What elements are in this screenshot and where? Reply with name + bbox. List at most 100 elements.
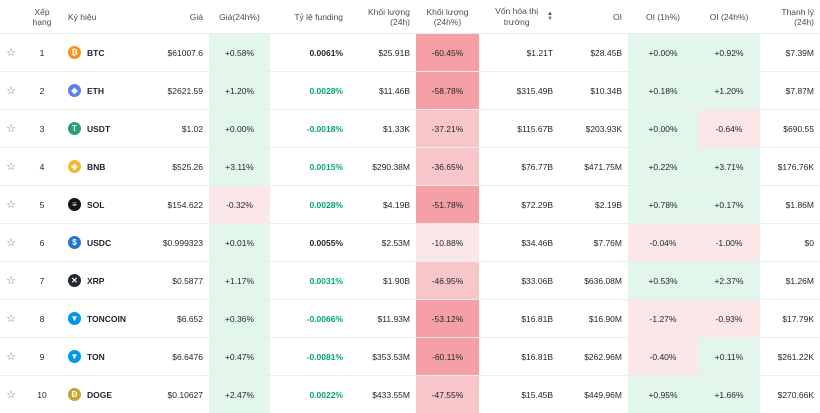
market-cap-cell: $1.21T	[479, 34, 559, 72]
rank-cell: 8	[22, 300, 62, 338]
oi-1h-cell: -1.27%	[628, 300, 698, 338]
volume-cell: $353.53M	[349, 338, 416, 376]
col-header-market-cap[interactable]: Vốn hóa thị trường ▲▼	[479, 0, 559, 34]
volume-change-cell: -53.12%	[416, 300, 479, 338]
rank-cell: 10	[22, 376, 62, 413]
doge-icon: Ð	[68, 388, 81, 401]
rank-cell: 1	[22, 34, 62, 72]
liquidation-cell: $261.22K	[760, 338, 820, 376]
price-cell: $154.622	[142, 186, 209, 224]
oi-24h-cell: -1.00%	[698, 224, 760, 262]
symbol-cell[interactable]: $ USDC	[62, 224, 142, 262]
oi-cell: $2.19B	[559, 186, 628, 224]
col-header-funding-rate[interactable]: Tỷ lệ funding	[270, 0, 349, 34]
price-change-cell: +1.17%	[209, 262, 270, 300]
star-icon[interactable]: ☆	[6, 313, 16, 325]
usdc-icon: $	[68, 236, 81, 249]
star-icon[interactable]: ☆	[6, 275, 16, 287]
star-icon[interactable]: ☆	[6, 351, 16, 363]
volume-cell: $433.55M	[349, 376, 416, 413]
table-row[interactable]: ☆ 5 ≡SOL $154.622 -0.32% 0.0028% $4.19B …	[0, 186, 820, 224]
price-cell: $0.5877	[142, 262, 209, 300]
oi-cell: $471.75M	[559, 148, 628, 186]
volume-cell: $25.91B	[349, 34, 416, 72]
funding-rate-cell: 0.0028%	[270, 186, 349, 224]
liquidation-cell: $690.55	[760, 110, 820, 148]
symbol-cell[interactable]: ₿BTC	[62, 34, 142, 72]
oi-1h-cell: +0.00%	[628, 34, 698, 72]
col-header-volume[interactable]: Khối lượng (24h)	[349, 0, 416, 34]
table-row[interactable]: ☆ 6 $USDC $0.999323 +0.01% 0.0055% $2.53…	[0, 224, 820, 262]
funding-rate-cell: -0.0081%	[270, 338, 349, 376]
price-cell: $525.26	[142, 148, 209, 186]
liquidation-cell: $0	[760, 224, 820, 262]
price-change-cell: +0.01%	[209, 224, 270, 262]
star-icon[interactable]: ☆	[6, 389, 16, 401]
oi-cell: $10.34B	[559, 72, 628, 110]
price-cell: $0.999323	[142, 224, 209, 262]
volume-cell: $2.53M	[349, 224, 416, 262]
liquidation-cell: $176.76K	[760, 148, 820, 186]
col-header-symbol[interactable]: Ký hiệu	[62, 0, 142, 34]
price-change-cell: +2.47%	[209, 376, 270, 413]
star-icon[interactable]: ☆	[6, 199, 16, 211]
volume-change-cell: -60.11%	[416, 338, 479, 376]
liquidation-cell: $7.87M	[760, 72, 820, 110]
table-row[interactable]: ☆ 7 ✕XRP $0.5877 +1.17% 0.0031% $1.90B -…	[0, 262, 820, 300]
price-change-cell: +3.11%	[209, 148, 270, 186]
star-icon[interactable]: ☆	[6, 47, 16, 59]
favorite-cell: ☆	[0, 224, 22, 262]
rank-cell: 5	[22, 186, 62, 224]
price-cell: $61007.6	[142, 34, 209, 72]
favorite-cell: ☆	[0, 186, 22, 224]
symbol-cell[interactable]: ◆ETH	[62, 72, 142, 110]
symbol-cell[interactable]: ◈BNB	[62, 148, 142, 186]
col-header-price[interactable]: Giá	[142, 0, 209, 34]
oi-24h-cell: +2.37%	[698, 262, 760, 300]
col-header-rank[interactable]: Xếp hạng	[22, 0, 62, 34]
favorite-cell: ☆	[0, 72, 22, 110]
table-row[interactable]: ☆ 9 ▼TON $6.6476 +0.47% -0.0081% $353.53…	[0, 338, 820, 376]
table-row[interactable]: ☆ 8 ▼TONCOIN $6.652 +0.36% -0.0066% $11.…	[0, 300, 820, 338]
oi-24h-cell: +1.66%	[698, 376, 760, 413]
symbol-cell[interactable]: ▼ TONCOIN	[62, 300, 142, 338]
symbol-cell[interactable]: ✕XRP	[62, 262, 142, 300]
star-icon[interactable]: ☆	[6, 123, 16, 135]
table-row[interactable]: ☆ 4 ◈BNB $525.26 +3.11% 0.0015% $290.38M…	[0, 148, 820, 186]
oi-cell: $7.76M	[559, 224, 628, 262]
favorite-cell: ☆	[0, 34, 22, 72]
col-header-volume-change[interactable]: Khối lượng (24h%)	[416, 0, 479, 34]
liquidation-cell: $7.39M	[760, 34, 820, 72]
volume-change-cell: -47.55%	[416, 376, 479, 413]
table-row[interactable]: ☆ 2 ◆ETH $2621.59 +1.20% 0.0028% $11.46B…	[0, 72, 820, 110]
price-change-cell: -0.32%	[209, 186, 270, 224]
sort-arrows-icon[interactable]: ▲▼	[547, 12, 553, 22]
symbol-label: TONCOIN	[87, 314, 126, 324]
col-header-oi-24h[interactable]: OI (24h%)	[698, 0, 760, 34]
col-header-price-change[interactable]: Giá(24h%)	[209, 0, 270, 34]
col-header-oi[interactable]: OI	[559, 0, 628, 34]
funding-rate-cell: 0.0031%	[270, 262, 349, 300]
volume-cell: $4.19B	[349, 186, 416, 224]
favorite-cell: ☆	[0, 300, 22, 338]
oi-cell: $28.45B	[559, 34, 628, 72]
star-icon[interactable]: ☆	[6, 85, 16, 97]
symbol-cell[interactable]: ≡SOL	[62, 186, 142, 224]
price-change-cell: +0.00%	[209, 110, 270, 148]
table-row[interactable]: ☆ 1 ₿BTC $61007.6 +0.58% 0.0061% $25.91B…	[0, 34, 820, 72]
toncoin-icon: ▼	[68, 312, 81, 325]
symbol-cell[interactable]: ▼TON	[62, 338, 142, 376]
symbol-label: USDC	[87, 238, 111, 248]
volume-change-cell: -37.21%	[416, 110, 479, 148]
col-header-oi-1h[interactable]: OI (1h%)	[628, 0, 698, 34]
oi-1h-cell: -0.04%	[628, 224, 698, 262]
star-icon[interactable]: ☆	[6, 161, 16, 173]
col-header-liquidation[interactable]: Thanh lý (24h)	[760, 0, 820, 34]
favorite-cell: ☆	[0, 148, 22, 186]
oi-cell: $203.93K	[559, 110, 628, 148]
star-icon[interactable]: ☆	[6, 237, 16, 249]
